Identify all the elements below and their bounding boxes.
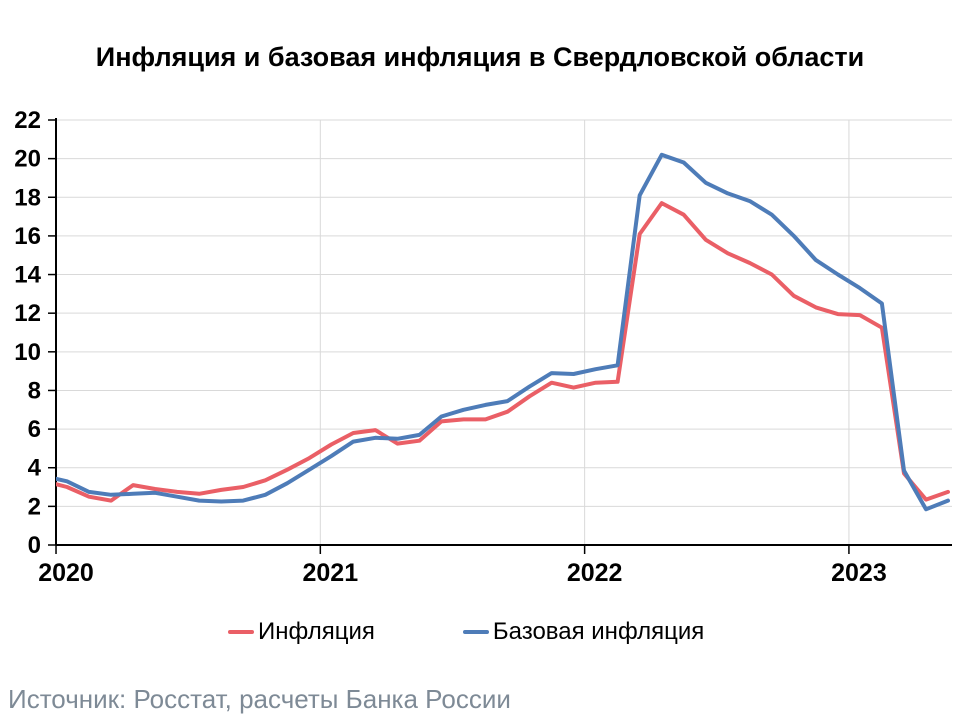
legend-item-core-inflation: Базовая инфляция bbox=[462, 618, 705, 646]
y-tick-label-14: 14 bbox=[14, 262, 41, 289]
legend-label-core-inflation: Базовая инфляция bbox=[492, 618, 705, 645]
y-tick-label-10: 10 bbox=[14, 339, 41, 366]
y-tick-label-22: 22 bbox=[14, 107, 41, 134]
source-caption: Источник: Росстат, расчеты Банка России bbox=[8, 684, 511, 714]
x-tick-label-2023: 2023 bbox=[831, 559, 887, 587]
series-line-core-inflation bbox=[56, 152, 950, 512]
legend-label-inflation: Инфляция bbox=[258, 618, 375, 645]
inflation-line-swatch bbox=[228, 630, 254, 634]
legend-item-inflation: Инфляция bbox=[228, 618, 375, 646]
chart-title: Инфляция и базовая инфляция в Свердловск… bbox=[95, 42, 865, 72]
chart-legend: Инфляция Базовая инфляция bbox=[228, 618, 704, 646]
x-tick-label-2022: 2022 bbox=[567, 559, 623, 587]
y-tick-label-20: 20 bbox=[14, 146, 41, 173]
x-tick-label-2021: 2021 bbox=[303, 559, 359, 587]
y-tick-label-18: 18 bbox=[14, 184, 41, 211]
y-tick-label-0: 0 bbox=[28, 532, 41, 559]
y-tick-label-6: 6 bbox=[28, 416, 41, 443]
series-line-inflation bbox=[56, 201, 950, 503]
y-tick-label-16: 16 bbox=[14, 223, 41, 250]
x-tick-label-2020: 2020 bbox=[38, 559, 94, 587]
y-tick-label-2: 2 bbox=[28, 493, 41, 520]
y-tick-label-8: 8 bbox=[28, 377, 41, 404]
core-inflation-line-swatch bbox=[462, 630, 489, 634]
y-tick-label-4: 4 bbox=[28, 455, 42, 482]
y-tick-label-12: 12 bbox=[14, 300, 41, 327]
